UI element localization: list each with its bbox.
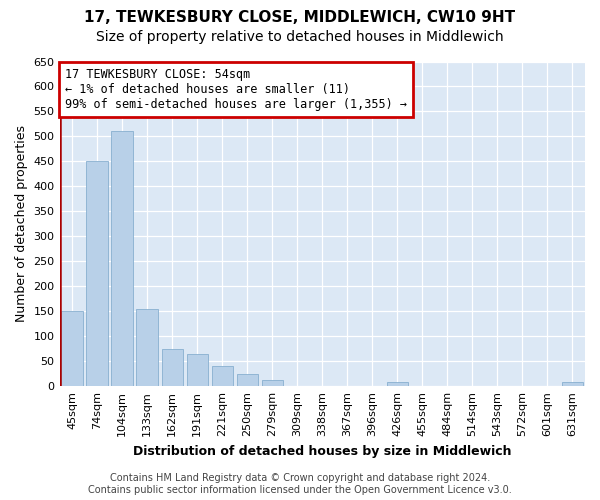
Text: Size of property relative to detached houses in Middlewich: Size of property relative to detached ho…: [96, 30, 504, 44]
Text: 17, TEWKESBURY CLOSE, MIDDLEWICH, CW10 9HT: 17, TEWKESBURY CLOSE, MIDDLEWICH, CW10 9…: [85, 10, 515, 25]
Bar: [86, 162, 108, 386]
Bar: [262, 380, 283, 386]
Bar: [161, 348, 183, 386]
Bar: [212, 366, 233, 386]
Bar: [61, 312, 83, 386]
Bar: [136, 309, 158, 386]
Bar: [236, 374, 258, 386]
Bar: [562, 382, 583, 386]
X-axis label: Distribution of detached houses by size in Middlewich: Distribution of detached houses by size …: [133, 444, 512, 458]
Bar: [112, 132, 133, 386]
Text: Contains HM Land Registry data © Crown copyright and database right 2024.
Contai: Contains HM Land Registry data © Crown c…: [88, 474, 512, 495]
Bar: [187, 354, 208, 386]
Y-axis label: Number of detached properties: Number of detached properties: [15, 126, 28, 322]
Bar: [387, 382, 408, 386]
Text: 17 TEWKESBURY CLOSE: 54sqm
← 1% of detached houses are smaller (11)
99% of semi-: 17 TEWKESBURY CLOSE: 54sqm ← 1% of detac…: [65, 68, 407, 111]
